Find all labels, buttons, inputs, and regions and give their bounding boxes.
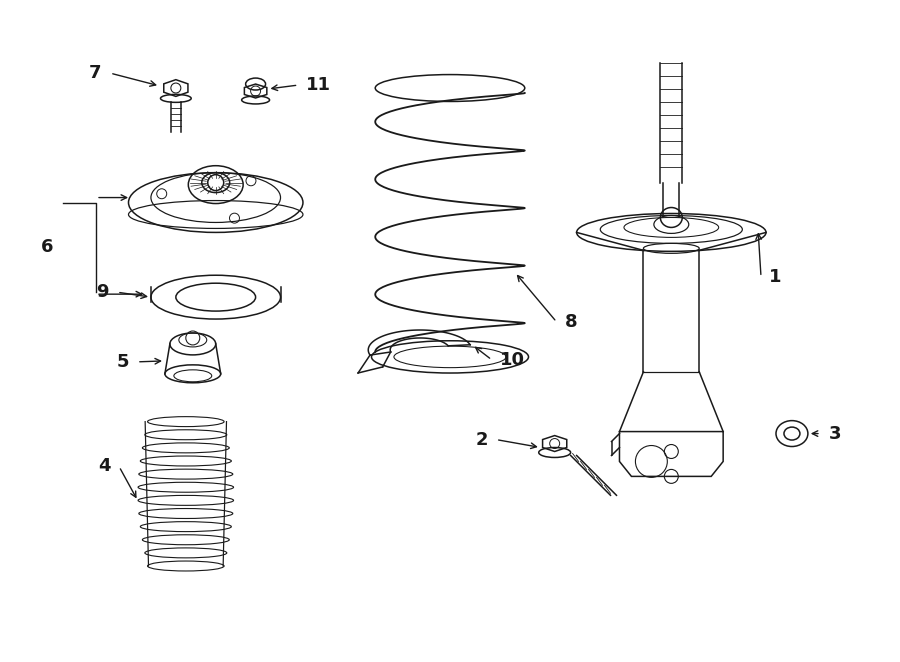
Text: 3: 3 [829, 424, 842, 443]
Text: 5: 5 [116, 353, 129, 371]
Text: 1: 1 [769, 268, 781, 286]
Text: 6: 6 [40, 238, 53, 256]
Text: 2: 2 [475, 430, 488, 449]
Text: 9: 9 [96, 283, 109, 301]
Text: 11: 11 [305, 76, 330, 94]
Text: 4: 4 [98, 457, 111, 475]
Text: 10: 10 [500, 351, 525, 369]
Text: 7: 7 [88, 64, 101, 82]
Text: 8: 8 [564, 313, 577, 331]
